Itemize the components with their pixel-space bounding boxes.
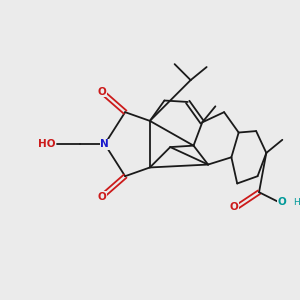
Text: O: O (98, 192, 106, 202)
Text: H: H (293, 198, 300, 207)
Text: N: N (100, 139, 109, 149)
Text: O: O (230, 202, 239, 212)
Text: O: O (278, 197, 286, 207)
Text: HO: HO (38, 139, 55, 149)
Text: O: O (98, 87, 106, 97)
